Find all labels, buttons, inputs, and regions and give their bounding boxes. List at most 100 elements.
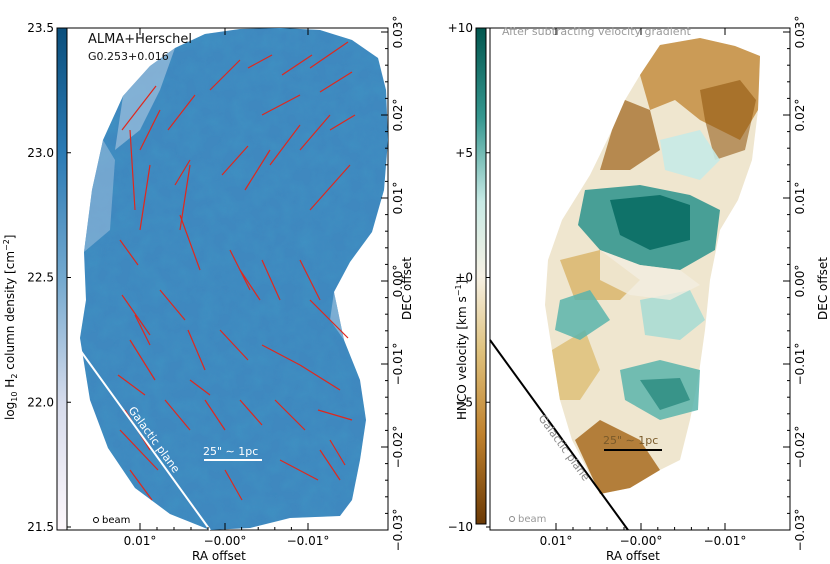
polarization-vector xyxy=(119,429,159,471)
left-subtitle: G0.253+0.016 xyxy=(88,50,169,63)
polarization-vector xyxy=(117,374,146,396)
polarization-vector xyxy=(189,379,211,396)
right-x-axis: 0.01° −0.00° −0.01° xyxy=(540,28,747,548)
colorbar-tick-label: 22.0 xyxy=(27,395,54,409)
y-tick-label: 0.02° xyxy=(391,99,405,132)
polarization-vector xyxy=(244,149,271,191)
right-title: After subtracting velocity gradient xyxy=(502,25,692,38)
polarization-vector xyxy=(121,294,151,336)
polarization-vector xyxy=(209,59,241,91)
polarization-vector xyxy=(274,399,306,431)
right-beam-label: beam xyxy=(518,514,546,525)
left-plot-frame xyxy=(66,27,389,531)
polarization-vector xyxy=(239,399,263,426)
polarization-vector xyxy=(174,159,191,186)
left-x-axis: 0.01° −0.00° −0.01° xyxy=(124,28,330,548)
left-title: ALMA+Herschel xyxy=(88,32,192,47)
polarization-vector xyxy=(317,409,353,421)
left-panel: 21.522.022.523.023.5 Galactic plane 25" … xyxy=(2,16,414,563)
x-tick-label: 0.01° xyxy=(124,534,157,548)
right-panel: −10−5+0+5+10 Galactic plane 25" xyxy=(448,16,830,563)
left-y-axis: −0.03° −0.02° −0.01° 0.00° 0.01° 0.02° 0.03° xyxy=(381,16,405,552)
polarization-vector xyxy=(299,114,331,151)
y-tick-label: 0.03° xyxy=(391,16,405,49)
y-tick-label: 0.00° xyxy=(391,265,405,298)
polarization-vector xyxy=(139,109,161,151)
polarization-vector xyxy=(261,259,281,301)
polarization-vector xyxy=(167,94,196,131)
left-colorbar xyxy=(56,27,68,531)
polarization-vector xyxy=(279,459,319,481)
polarization-vector xyxy=(319,449,341,481)
polarization-vector xyxy=(261,94,301,116)
x-tick-label: −0.01° xyxy=(287,534,330,548)
polarization-vector xyxy=(129,129,136,211)
y-tick-label: 0.01° xyxy=(391,182,405,215)
left-ylabel: DEC offset xyxy=(400,257,414,320)
y-tick-label: −0.02° xyxy=(793,426,807,469)
polarization-vector xyxy=(139,164,151,231)
y-tick-label: −0.02° xyxy=(391,426,405,469)
colorbar-tick-label: +0 xyxy=(455,271,473,285)
polarization-vector xyxy=(299,364,341,391)
y-tick-label: 0.01° xyxy=(793,182,807,215)
right-scalebar-label: 25" ∼ 1pc xyxy=(603,434,658,447)
polarization-vector xyxy=(281,54,313,76)
right-colorbar xyxy=(475,27,487,525)
polarization-vector xyxy=(329,439,346,466)
polarization-vector xyxy=(319,71,353,93)
right-colorbar-label: HNCO velocity [km s−1] xyxy=(454,280,469,420)
right-velocity-map xyxy=(545,38,760,494)
colorbar-tick-label: −10 xyxy=(448,520,473,534)
polarization-vector xyxy=(299,259,321,301)
x-tick-label: 0.01° xyxy=(540,534,573,548)
right-xlabel: RA offset xyxy=(606,549,660,563)
colorbar-tick-label: 22.5 xyxy=(27,271,54,285)
polarization-vector xyxy=(269,124,301,166)
y-tick-label: −0.03° xyxy=(391,509,405,552)
x-tick-label: −0.00° xyxy=(620,534,663,548)
polarization-vector xyxy=(219,329,249,361)
polarization-vector xyxy=(119,239,139,266)
polarization-vector xyxy=(187,329,206,371)
polarization-vector xyxy=(179,214,201,271)
left-beam-icon xyxy=(93,517,99,523)
y-tick-label: −0.01° xyxy=(793,343,807,386)
right-galactic-plane-line xyxy=(489,339,629,531)
x-tick-label: −0.00° xyxy=(204,534,247,548)
colorbar-tick-label: 23.5 xyxy=(27,21,54,35)
y-tick-label: 0.02° xyxy=(793,99,807,132)
colorbar-tick-label: 23.0 xyxy=(27,146,54,160)
y-tick-label: −0.03° xyxy=(793,509,807,552)
y-tick-label: 0.00° xyxy=(793,265,807,298)
polarization-vector xyxy=(129,469,153,501)
polarization-vector xyxy=(224,469,243,501)
polarization-vector xyxy=(221,145,249,176)
colorbar-tick-label: 21.5 xyxy=(27,520,54,534)
colorbar-tick-label: +5 xyxy=(455,146,473,160)
right-ylabel: DEC offset xyxy=(816,257,830,320)
left-colorbar-label: log10 H2 column density [cm−2] xyxy=(2,235,19,421)
polarization-vector xyxy=(204,399,226,431)
x-tick-label: −0.01° xyxy=(704,534,747,548)
left-beam-label: beam xyxy=(102,515,130,526)
right-beam-icon xyxy=(509,516,515,522)
polarization-vector xyxy=(309,164,351,211)
polarization-vector xyxy=(159,289,186,321)
left-xlabel: RA offset xyxy=(192,549,246,563)
right-y-axis: −0.03° −0.02° −0.01° 0.00° 0.01° 0.02° 0.03° xyxy=(783,16,807,552)
right-plot-frame xyxy=(489,27,791,531)
polarization-vector xyxy=(309,299,349,339)
polarization-vector xyxy=(164,399,191,431)
colorbar-tick-label: +10 xyxy=(448,21,473,35)
colorbar-tick-label: −5 xyxy=(455,395,473,409)
polarization-vector xyxy=(261,344,301,366)
right-colorbar-ticks: −10 −5 +0 +5 +10 xyxy=(448,21,490,534)
y-tick-label: 0.03° xyxy=(793,16,807,49)
left-galactic-plane-line xyxy=(79,349,211,531)
polarization-vector xyxy=(239,269,261,301)
polarization-vector xyxy=(121,85,157,131)
polarization-vector xyxy=(247,54,273,69)
polarization-vector xyxy=(129,339,156,381)
